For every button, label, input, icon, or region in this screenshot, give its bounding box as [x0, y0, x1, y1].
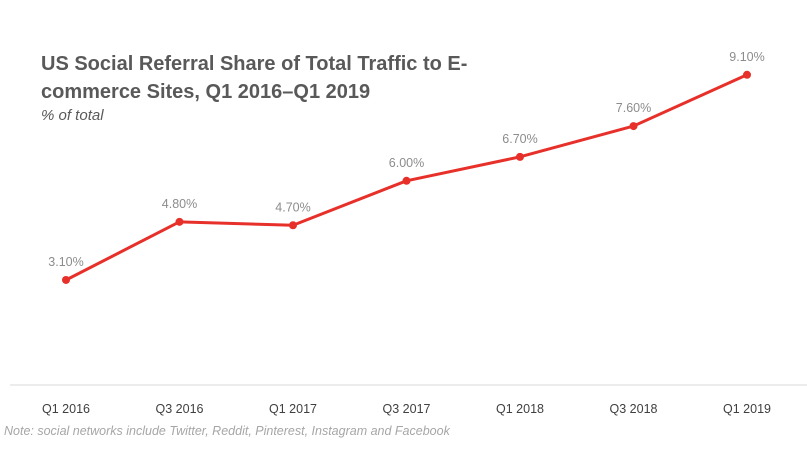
data-label: 4.80%: [162, 197, 197, 211]
x-axis-ticks: Q1 2016 Q3 2016 Q1 2017 Q3 2017 Q1 2018 Q3 20…: [42, 402, 771, 416]
data-label: 9.10%: [729, 50, 764, 64]
data-point: [402, 176, 411, 185]
data-points: [62, 70, 751, 284]
x-tick-label: Q3 2016: [156, 402, 204, 416]
data-point: [743, 70, 751, 79]
x-tick-label: Q1 2017: [269, 402, 317, 416]
data-label: 7.60%: [616, 101, 651, 115]
data-point: [62, 275, 70, 284]
x-tick-label: Q3 2017: [383, 402, 431, 416]
x-tick-label: Q3 2018: [610, 402, 658, 416]
x-tick-label: Q1 2019: [723, 402, 771, 416]
data-point: [289, 221, 297, 230]
data-label: 4.70%: [275, 200, 310, 214]
data-label: 6.00%: [389, 156, 424, 170]
data-label: 3.10%: [48, 255, 83, 269]
data-point: [629, 122, 638, 131]
data-point: [175, 217, 184, 226]
chart-title: US Social Referral Share of Total Traffi…: [41, 53, 468, 103]
chart-note: Note: social networks include Twitter, R…: [4, 424, 450, 438]
chart-subtitle: % of total: [41, 107, 104, 124]
data-labels: 3.10% 4.80% 4.70% 6.00% 6.70% 7.60% 9.10%: [48, 50, 764, 269]
data-label: 6.70%: [502, 132, 537, 146]
x-tick-label: Q1 2016: [42, 402, 90, 416]
x-tick-label: Q1 2018: [496, 402, 544, 416]
data-point: [516, 152, 524, 161]
